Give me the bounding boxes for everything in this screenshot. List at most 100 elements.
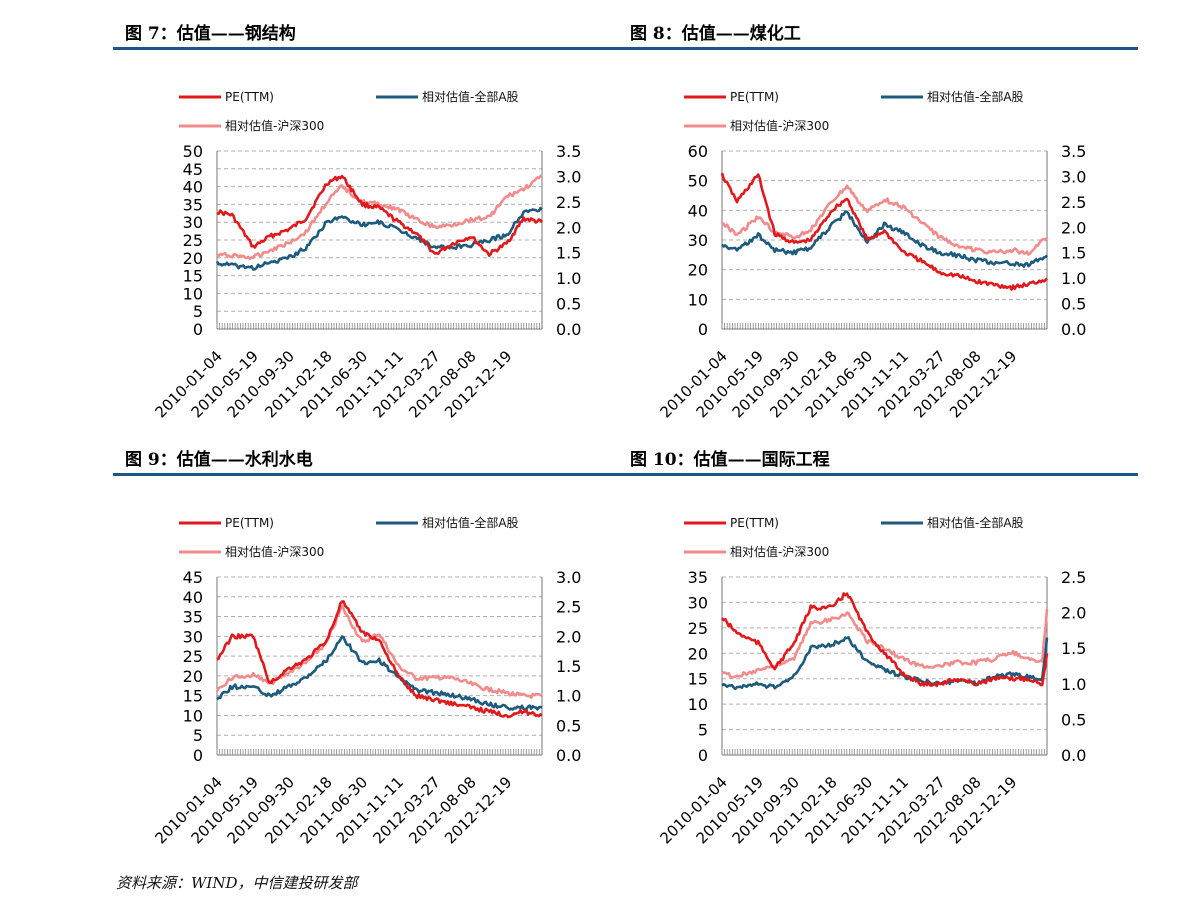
y-right-tick-label: 2.5 (556, 598, 581, 617)
y-left-tick-label: 60 (688, 142, 708, 161)
y-left-tick-label: 25 (688, 619, 708, 638)
series-line-rel-hs300 (215, 604, 543, 699)
y-left-tick-label: 0 (698, 746, 708, 765)
y-right-tick-label: 3.0 (1061, 167, 1086, 186)
series-line-rel-hs300 (216, 174, 543, 261)
title-rule (618, 473, 1138, 476)
y-right-tick-label: 0.5 (556, 716, 581, 735)
series-line-rel-hs300 (721, 608, 1049, 679)
y-right-tick-label: 1.0 (1061, 675, 1086, 694)
panel-coal-chemical: 图 8：估值——煤化工 PE(TTM) 相对估值-全部A股相对估值-沪深300 0 1… (618, 19, 1138, 439)
legend-label: PE(TTM) (225, 90, 274, 104)
y-right-tick-label: 0.5 (556, 295, 581, 314)
y-right-tick-label: 0.0 (556, 320, 581, 339)
y-right-tick-label: 1.0 (556, 269, 581, 288)
y-right-tick-label: 2.0 (1061, 604, 1086, 623)
y-right-tick-label: 1.0 (1061, 269, 1086, 288)
y-left-tick-label: 30 (183, 627, 203, 646)
y-left-tick-label: 20 (688, 644, 708, 663)
y-right-tick-label: 2.0 (556, 627, 581, 646)
legend-label: PE(TTM) (225, 516, 274, 530)
panel-intl-engineering: 图 10：估值——国际工程 PE(TTM) 相对估值-全部A股 相对估值-沪深300… (618, 445, 1138, 865)
series-line-rel-a (721, 636, 1049, 691)
y-left-tick-label: 45 (183, 160, 203, 179)
y-right-tick-label: 1.5 (1061, 639, 1086, 658)
series-line-pe (720, 172, 1048, 291)
y-right-tick-label: 1.5 (556, 244, 581, 263)
y-left-tick-label: 30 (688, 593, 708, 612)
y-left-tick-label: 0 (698, 320, 708, 339)
y-left-tick-label: 20 (183, 249, 203, 268)
y-left-tick-label: 25 (183, 231, 203, 250)
y-left-tick-label: 35 (183, 608, 203, 627)
y-right-tick-label: 0.0 (556, 746, 581, 765)
y-left-tick-label: 30 (183, 213, 203, 232)
legend-label: 相对估值-全部A股 (422, 89, 519, 104)
series-line-rel-a (216, 635, 543, 711)
y-right-tick-label: 3.0 (556, 167, 581, 186)
series-line-rel-a (215, 206, 543, 271)
legend-label: 相对估值-沪深300 (225, 544, 324, 559)
y-left-tick-label: 20 (688, 261, 708, 280)
y-left-tick-label: 10 (688, 695, 708, 714)
legend-label: 相对估值-全部A股 (422, 515, 519, 530)
panel-steel-structure: 图 7：估值——钢结构 PE(TTM) 相对估值-全部A股 相对估值-沪深300 0 5… (113, 19, 633, 439)
y-left-tick-label: 0 (193, 320, 203, 339)
y-left-tick-label: 35 (183, 195, 203, 214)
y-right-tick-label: 2.0 (1061, 218, 1086, 237)
y-left-tick-label: 15 (183, 267, 203, 286)
y-left-tick-label: 0 (193, 746, 203, 765)
legend-label: PE(TTM) (730, 90, 779, 104)
legend-label: 相对估值-全部A股 (927, 89, 1024, 104)
y-left-tick-label: 25 (183, 647, 203, 666)
panel-title: 图 10：估值——国际工程 (630, 450, 830, 470)
y-right-tick-label: 3.0 (556, 568, 581, 587)
title-rule (113, 473, 633, 476)
y-right-tick-label: 1.0 (556, 687, 581, 706)
y-right-tick-label: 2.5 (1061, 193, 1086, 212)
y-right-tick-label: 0.0 (1061, 746, 1086, 765)
y-left-tick-label: 40 (183, 178, 203, 197)
legend-label: PE(TTM) (730, 516, 779, 530)
panel-hydropower: 图 9：估值——水利水电 PE(TTM) 相对估值-全部A股相对估值-沪深300 0… (113, 445, 633, 865)
y-left-tick-label: 50 (183, 142, 203, 161)
y-right-tick-label: 3.5 (556, 142, 581, 161)
y-left-tick-label: 5 (698, 721, 708, 740)
y-left-tick-label: 5 (193, 726, 203, 745)
panel-title: 图 7：估值——钢结构 (125, 24, 296, 44)
y-left-tick-label: 40 (688, 201, 708, 220)
series-line-pe (216, 174, 544, 257)
y-right-tick-label: 3.5 (1061, 142, 1086, 161)
y-left-tick-label: 5 (193, 302, 203, 321)
panel-title: 图 8：估值——煤化工 (630, 24, 801, 44)
y-left-tick-label: 15 (183, 687, 203, 706)
panel-title: 图 9：估值——水利水电 (125, 450, 313, 470)
title-rule (113, 47, 633, 50)
y-right-tick-label: 2.0 (556, 218, 581, 237)
y-left-tick-label: 30 (688, 231, 708, 250)
legend-label: 相对估值-沪深300 (730, 544, 829, 559)
series-line-pe (216, 600, 543, 719)
legend-label: 相对估值-沪深300 (225, 118, 324, 133)
y-right-tick-label: 0.5 (1061, 710, 1086, 729)
y-left-tick-label: 10 (183, 706, 203, 725)
y-left-tick-label: 20 (183, 667, 203, 686)
y-left-tick-label: 10 (688, 290, 708, 309)
y-left-tick-label: 50 (688, 172, 708, 191)
y-right-tick-label: 0.5 (1061, 295, 1086, 314)
y-right-tick-label: 2.5 (556, 193, 581, 212)
y-left-tick-label: 40 (183, 588, 203, 607)
y-right-tick-label: 0.0 (1061, 320, 1086, 339)
y-left-tick-label: 15 (688, 670, 708, 689)
series-line-rel-a (721, 210, 1048, 268)
y-left-tick-label: 45 (183, 568, 203, 587)
series-line-pe (721, 592, 1049, 688)
legend-label: 相对估值-沪深300 (730, 118, 829, 133)
y-left-tick-label: 10 (183, 284, 203, 303)
source-note: 资料来源：WIND，中信建投研发部 (116, 874, 358, 892)
y-left-tick-label: 35 (688, 568, 708, 587)
